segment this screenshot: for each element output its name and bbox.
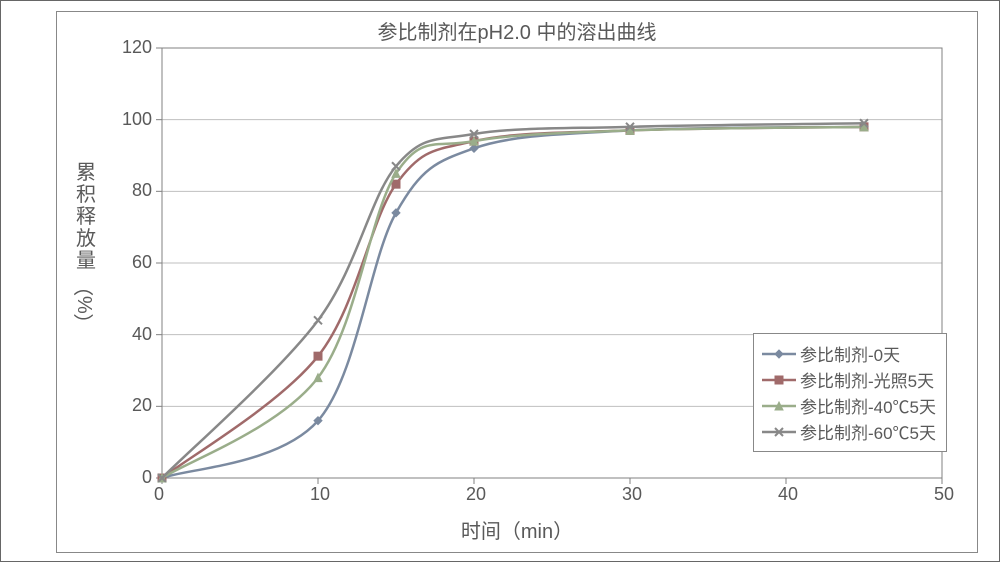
y-axis-label: 累积释放量 （%） — [75, 162, 97, 339]
legend-swatch — [762, 345, 796, 363]
y-tick-label: 80 — [132, 180, 152, 201]
legend-swatch — [762, 371, 796, 389]
legend-label: 参比制剂-40℃5天 — [800, 393, 936, 418]
y-tick-label: 0 — [142, 467, 152, 488]
y-tick-label: 20 — [132, 395, 152, 416]
legend-row: 参比制剂-光照5天 — [762, 367, 936, 392]
x-tick-label: 50 — [934, 484, 954, 505]
x-tick-label: 40 — [778, 484, 798, 505]
chart-panel: 参比制剂在pH2.0 中的溶出曲线 累积释放量 （%） 0 10 20 30 40 50 0… — [56, 11, 978, 553]
legend-label: 参比制剂-光照5天 — [800, 367, 934, 392]
x-tick-label: 20 — [466, 484, 486, 505]
legend-label: 参比制剂-0天 — [800, 341, 900, 366]
x-tick-label: 30 — [622, 484, 642, 505]
y-tick-label: 120 — [122, 37, 152, 58]
legend-swatch — [762, 397, 796, 415]
outer-frame: 参比制剂在pH2.0 中的溶出曲线 累积释放量 （%） 0 10 20 30 40 50 0… — [0, 0, 1000, 562]
legend-row: 参比制剂-60℃5天 — [762, 419, 936, 444]
y-axis-label-pct: （%） — [75, 276, 97, 334]
chart-title: 参比制剂在pH2.0 中的溶出曲线 — [57, 16, 977, 45]
y-tick-label: 60 — [132, 252, 152, 273]
y-axis-label-text: 累积释放量 — [76, 162, 96, 272]
legend: 参比制剂-0天参比制剂-光照5天参比制剂-40℃5天参比制剂-60℃5天 — [753, 333, 947, 452]
legend-row: 参比制剂-0天 — [762, 341, 936, 366]
x-axis-label: 时间（min） — [57, 515, 977, 544]
y-tick-label: 100 — [122, 109, 152, 130]
x-tick-label: 0 — [154, 484, 164, 505]
y-tick-label: 40 — [132, 324, 152, 345]
legend-swatch — [762, 423, 796, 441]
legend-row: 参比制剂-40℃5天 — [762, 393, 936, 418]
legend-label: 参比制剂-60℃5天 — [800, 419, 936, 444]
x-tick-label: 10 — [310, 484, 330, 505]
